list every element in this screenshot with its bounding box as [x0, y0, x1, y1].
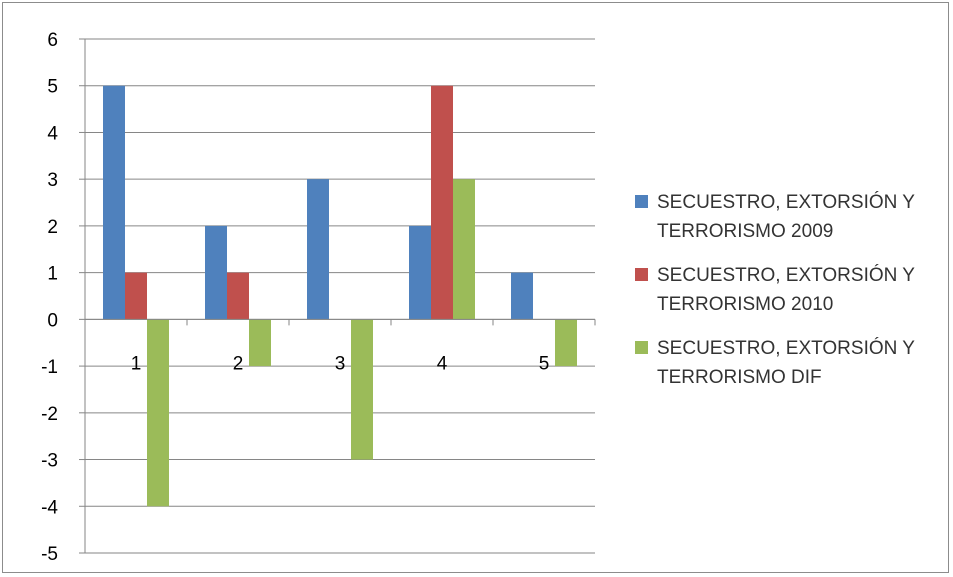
y-tick-label: 4: [47, 123, 58, 144]
bar: [249, 319, 271, 367]
y-tick-label: 5: [47, 77, 58, 98]
bar: [227, 272, 249, 320]
y-tick-label: -2: [41, 404, 58, 425]
bar: [555, 319, 577, 367]
bar: [453, 179, 475, 320]
bar: [511, 272, 533, 320]
bar: [205, 225, 227, 320]
bar: [431, 85, 453, 320]
bar: [103, 85, 125, 320]
x-tick-label: 2: [233, 353, 244, 374]
legend-label-dif: SECUESTRO, EXTORSIÓN Y TERRORISMO DIF: [657, 338, 915, 388]
bar: [147, 319, 169, 507]
legend-item-2010: SECUESTRO, EXTORSIÓN Y TERRORISMO 2010: [635, 261, 950, 319]
y-tick-label: -1: [41, 357, 58, 378]
legend-item-dif: SECUESTRO, EXTORSIÓN Y TERRORISMO DIF: [635, 334, 950, 392]
y-tick-label: 0: [47, 310, 58, 331]
bar: [351, 319, 373, 460]
bar: [307, 179, 329, 320]
y-tick-label: 1: [47, 264, 58, 285]
legend-swatch-dif: [635, 341, 648, 354]
y-tick-label: -4: [41, 497, 58, 518]
y-tick-label: 3: [47, 170, 58, 191]
bar: [409, 225, 431, 320]
legend-label-2010: SECUESTRO, EXTORSIÓN Y TERRORISMO 2010: [657, 265, 915, 315]
legend-item-2009: SECUESTRO, EXTORSIÓN Y TERRORISMO 2009: [635, 188, 950, 246]
legend-label-2009: SECUESTRO, EXTORSIÓN Y TERRORISMO 2009: [657, 192, 915, 242]
legend-swatch-2009: [635, 195, 648, 208]
y-tick-label: -5: [41, 544, 58, 565]
bar: [125, 272, 147, 320]
chart-legend: SECUESTRO, EXTORSIÓN Y TERRORISMO 2009 S…: [635, 188, 950, 407]
legend-swatch-2010: [635, 268, 648, 281]
x-tick-label: 1: [131, 353, 142, 374]
x-tick-label: 3: [335, 353, 346, 374]
y-tick-label: 2: [47, 217, 58, 238]
x-tick-label: 5: [539, 353, 550, 374]
y-tick-label: 6: [47, 30, 58, 51]
y-tick-label: -3: [41, 451, 58, 472]
x-tick-label: 4: [437, 353, 448, 374]
